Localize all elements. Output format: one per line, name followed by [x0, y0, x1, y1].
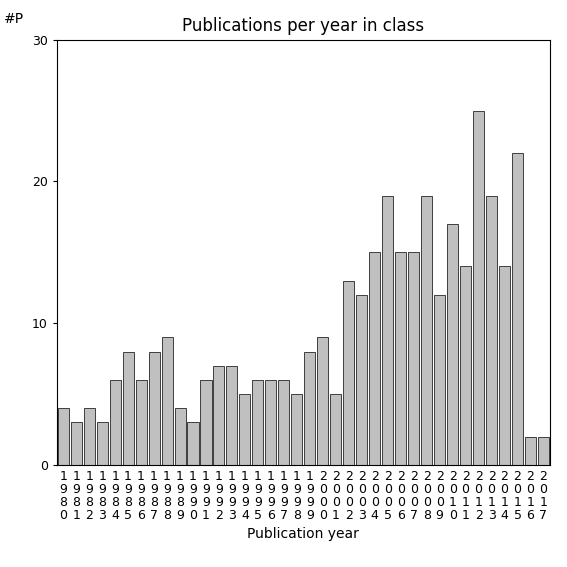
Bar	[188, 422, 198, 465]
Bar	[460, 266, 471, 465]
Bar	[252, 380, 264, 465]
Bar	[318, 337, 328, 465]
Bar	[512, 153, 523, 465]
Bar	[486, 196, 497, 465]
Bar	[71, 422, 82, 465]
Bar	[304, 352, 315, 465]
Bar	[538, 437, 549, 465]
Bar	[265, 380, 276, 465]
Bar	[122, 352, 134, 465]
Bar	[395, 252, 406, 465]
Bar	[239, 394, 251, 465]
Bar	[434, 295, 445, 465]
Bar	[175, 408, 185, 465]
Bar	[136, 380, 147, 465]
Bar	[331, 394, 341, 465]
Bar	[421, 196, 432, 465]
Bar	[58, 408, 69, 465]
Bar	[213, 366, 225, 465]
Bar	[109, 380, 121, 465]
Bar	[201, 380, 211, 465]
Bar	[343, 281, 354, 465]
Bar	[499, 266, 510, 465]
Bar	[525, 437, 536, 465]
Bar	[356, 295, 367, 465]
X-axis label: Publication year: Publication year	[247, 527, 359, 541]
Bar	[96, 422, 108, 465]
Bar	[149, 352, 159, 465]
Bar	[226, 366, 238, 465]
Bar	[447, 224, 458, 465]
Bar	[84, 408, 95, 465]
Bar	[291, 394, 302, 465]
Bar	[162, 337, 172, 465]
Bar	[382, 196, 393, 465]
Text: #P: #P	[4, 12, 24, 26]
Bar	[369, 252, 380, 465]
Bar	[278, 380, 289, 465]
Title: Publications per year in class: Publications per year in class	[182, 18, 425, 35]
Bar	[408, 252, 419, 465]
Bar	[473, 111, 484, 465]
